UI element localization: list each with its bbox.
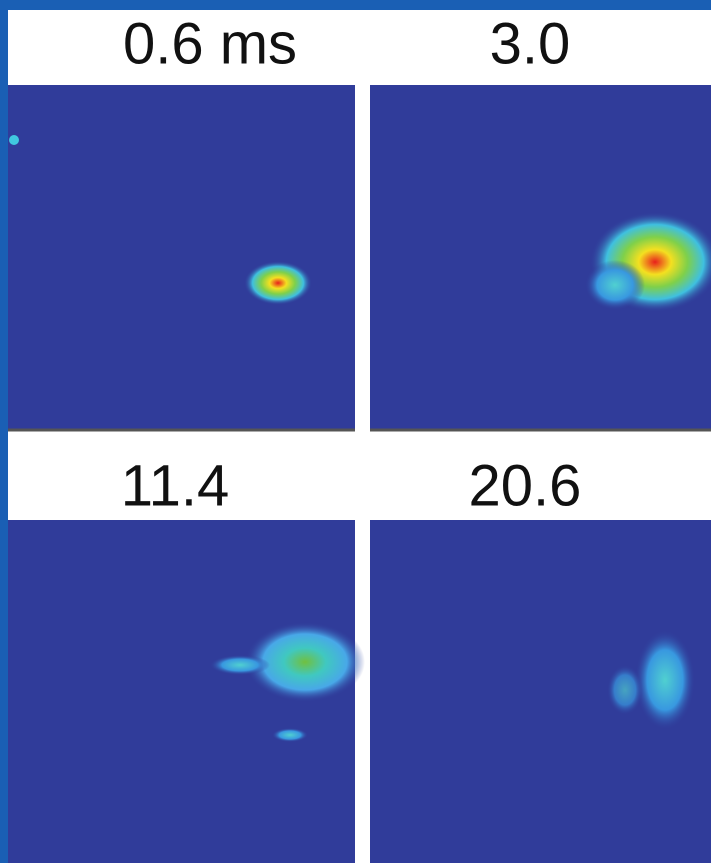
- heat-blobs: [9, 135, 711, 742]
- blob: [272, 728, 308, 742]
- blob: [245, 622, 365, 702]
- blob: [585, 260, 645, 310]
- blob: [607, 665, 643, 715]
- panel-label: 0.6 ms: [123, 11, 297, 76]
- blob: [210, 655, 270, 675]
- panel-label: 20.6: [469, 453, 582, 518]
- panel-label: 3.0: [490, 11, 571, 76]
- blob: [635, 630, 695, 730]
- heatmap-panel: [8, 85, 355, 430]
- speck: [9, 135, 19, 145]
- panel-label: 11.4: [121, 453, 230, 518]
- blob: [244, 261, 312, 305]
